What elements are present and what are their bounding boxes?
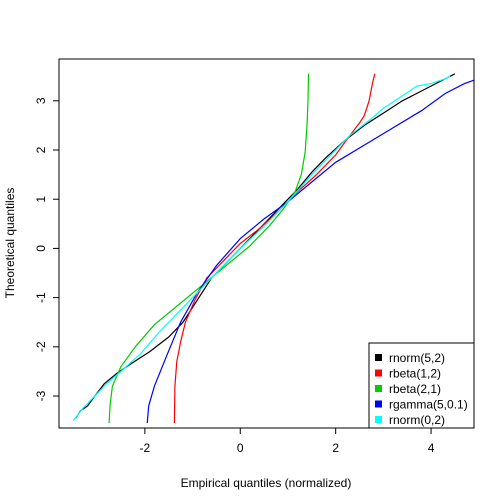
legend-swatch-2 bbox=[375, 385, 382, 392]
y-tick-label-4: 1 bbox=[34, 196, 48, 203]
series-line-2 bbox=[108, 73, 310, 424]
legend-label-0: rnorm(5,2) bbox=[389, 351, 445, 365]
x-tick-label-1: 0 bbox=[237, 441, 244, 455]
legend-label-4: rnorm(0,2) bbox=[389, 413, 445, 427]
y-tick-label-3: 0 bbox=[34, 245, 48, 252]
series-line-1 bbox=[173, 73, 376, 424]
x-axis-title: Empirical quantiles (normalized) bbox=[181, 476, 352, 490]
series-layer bbox=[72, 73, 475, 424]
x-tick-label-3: 4 bbox=[428, 441, 435, 455]
axis-layer: -2 0 2 4 -3 -2 -1 0 1 2 3 bbox=[34, 97, 435, 455]
y-tick-label-6: 3 bbox=[34, 97, 48, 104]
x-tick-label-2: 2 bbox=[332, 441, 339, 455]
legend-swatch-3 bbox=[375, 400, 382, 408]
y-tick-label-1: -2 bbox=[34, 341, 48, 352]
legend-label-1: rbeta(1,2) bbox=[389, 367, 441, 381]
legend-box bbox=[368, 342, 475, 429]
legend-swatch-4 bbox=[375, 416, 382, 423]
legend-label-2: rbeta(2,1) bbox=[389, 382, 441, 396]
plot-frame bbox=[58, 58, 475, 429]
y-tick-label-0: -3 bbox=[34, 390, 48, 401]
x-tick-label-0: -2 bbox=[140, 441, 151, 455]
legend: rnorm(5,2) rbeta(1,2)rbeta(2,1) rgamma(5,0… bbox=[368, 342, 475, 429]
legend-label-3: rgamma(5,0.1) bbox=[389, 398, 468, 412]
series-line-3 bbox=[146, 79, 475, 424]
y-tick-label-5: 2 bbox=[34, 146, 48, 153]
series-line-4 bbox=[72, 75, 451, 421]
y-axis-title: Theoretical quantiles bbox=[3, 188, 17, 299]
legend-swatch-0 bbox=[375, 354, 382, 361]
legend-swatch-1 bbox=[375, 369, 382, 377]
y-tick-label-2: -1 bbox=[34, 292, 48, 303]
